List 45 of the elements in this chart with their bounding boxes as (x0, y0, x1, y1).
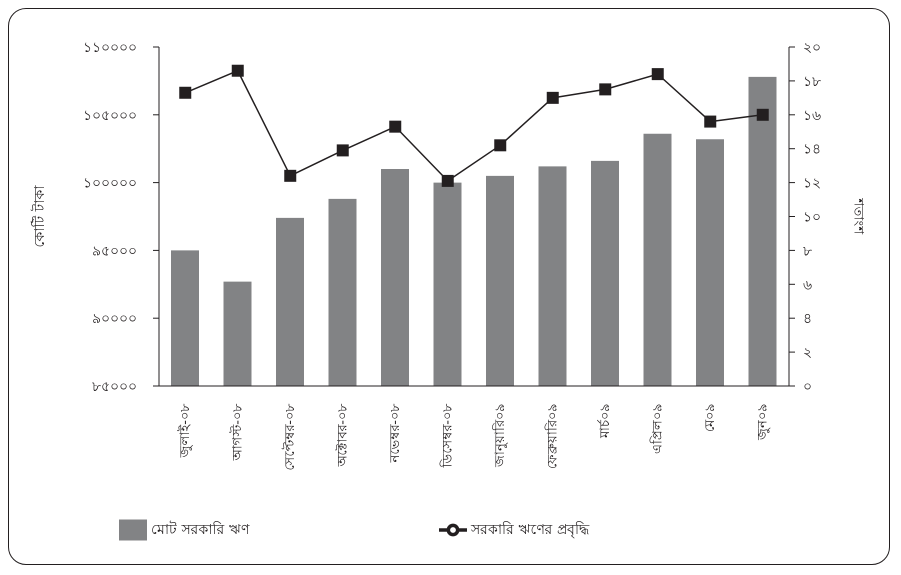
legend-label: মোট সরকারি ঋণ (151, 522, 249, 538)
point (494, 139, 506, 152)
x-tick-label: জানুয়ারি০৯ (492, 404, 508, 468)
y2-tick-label: ১৬ (803, 108, 821, 124)
y2-tick-label: ১০ (803, 209, 821, 226)
point (389, 120, 402, 133)
point (442, 174, 454, 187)
x-tick-label: অক্টোবর-০৮ (335, 403, 350, 468)
point (336, 144, 349, 156)
y-tick-label: ৯০০০০ (92, 311, 137, 328)
y2-axis-title: শতাংশ (850, 198, 866, 234)
point (546, 92, 559, 104)
x-tick-label: জুন০৯ (755, 404, 770, 441)
x-tick-label: সেপ্টেম্বর-০৮ (282, 403, 298, 471)
y-tick-label: ১০৫০০০ (83, 108, 137, 124)
point (179, 86, 192, 99)
x-tick-label: মে০৯ (702, 404, 718, 432)
y-axis-title: কোটি টাকা (30, 184, 48, 248)
y-tick-label: ১০০০০০ (83, 176, 137, 192)
y2-tick-label: ১৮ (803, 74, 821, 90)
y-tick-label: ৯৫০০০ (92, 243, 137, 260)
x-tick-label: নভেম্বর-০৮ (388, 403, 403, 464)
y2-tick-label: ৮ (803, 243, 812, 260)
y2-tick-label: ১৪ (803, 142, 821, 158)
x-tick-label: মার্চ০৯ (596, 404, 613, 439)
y-tick-label: ৮৫০০০ (92, 378, 137, 395)
y2-tick-label: ২ (803, 345, 812, 362)
y2-tick-label: ৪ (803, 311, 812, 328)
y-tick-label: ১১০০০০ (83, 40, 137, 56)
y2-tick-label: ০ (803, 378, 812, 395)
legend-label: সরকারি ঋণের প্রবৃদ্ধি (471, 522, 589, 538)
y2-tick-label: ২০ (803, 40, 821, 56)
x-tick-label: আগস্ট-০৮ (229, 403, 246, 462)
point (232, 64, 244, 77)
point (284, 170, 296, 182)
point (652, 68, 664, 80)
y2-tick-label: ৬ (803, 277, 812, 294)
x-tick-label: ডিসেম্বর-০৮ (439, 403, 456, 469)
y2-tick-label: ১২ (803, 176, 821, 192)
x-tick-label: ফেব্রুয়ারি০৯ (544, 404, 560, 469)
x-tick-label: জুলাই-০৮ (176, 403, 193, 459)
point (704, 116, 716, 128)
point (599, 83, 612, 96)
x-tick-label: এপ্রিল০৯ (649, 404, 666, 454)
point (756, 108, 769, 121)
